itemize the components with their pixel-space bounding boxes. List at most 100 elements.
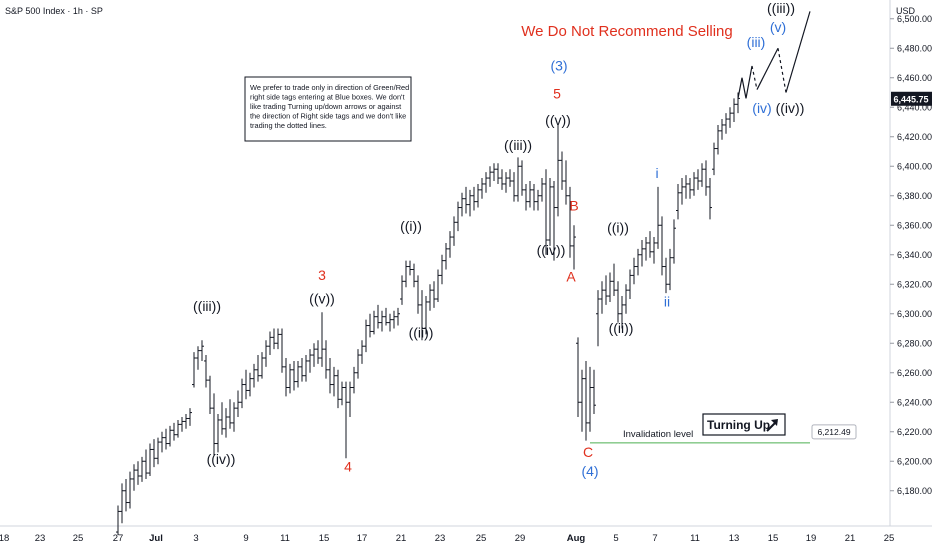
y-tick-label: 6,240.00	[897, 397, 932, 407]
wave-label: ((iii))	[504, 137, 532, 153]
ohlc-bar	[452, 216, 456, 246]
x-tick-label: 5	[613, 533, 618, 544]
ohlc-bar	[228, 399, 232, 429]
ohlc-bar	[328, 358, 332, 394]
ohlc-bar	[400, 275, 404, 305]
ohlc-bar	[192, 352, 196, 388]
ohlc-bar	[216, 414, 220, 453]
ohlc-bar	[404, 260, 408, 288]
ohlc-bar	[368, 313, 372, 338]
ohlc-bar	[700, 163, 704, 187]
ohlc-bar	[292, 360, 296, 391]
wave-label: (v)	[770, 19, 786, 35]
ohlc-bar	[616, 281, 620, 323]
ohlc-bar	[140, 456, 144, 482]
projection-solid	[785, 11, 811, 93]
x-tick-label: 3	[193, 533, 198, 544]
x-tick-label: 23	[435, 533, 446, 544]
wave-label: ((i))	[400, 218, 422, 234]
x-tick-label: 23	[35, 533, 46, 544]
ohlc-bar	[484, 172, 488, 193]
ohlc-bar	[284, 358, 288, 397]
note-line: the direction of Right side tags and we …	[250, 112, 406, 121]
x-tick-label: 11	[690, 533, 700, 544]
wave-label: (4)	[581, 463, 598, 479]
ohlc-bar	[680, 178, 684, 205]
ohlc-bar	[464, 186, 468, 214]
wave-label: i	[655, 165, 658, 181]
ohlc-bar	[156, 437, 160, 465]
ohlc-bar	[648, 231, 652, 258]
ohlc-bar	[332, 366, 336, 397]
ohlc-bar	[556, 124, 560, 217]
note-line: trading the dotted lines.	[250, 121, 327, 130]
ohlc-bar	[724, 113, 728, 134]
current-price-label: 6,445.75	[893, 94, 928, 104]
ohlc-bar	[188, 408, 192, 426]
ohlc-bar	[224, 408, 228, 438]
ohlc-bar	[136, 461, 140, 485]
ohlc-bar	[144, 449, 148, 479]
ohlc-bar	[392, 310, 396, 329]
ohlc-bar	[668, 248, 672, 291]
x-tick-label: 21	[396, 533, 407, 544]
ohlc-bar	[624, 284, 628, 314]
ohlc-bar	[152, 439, 156, 468]
ohlc-bar	[128, 471, 132, 509]
ohlc-bar	[172, 422, 176, 441]
current-price-tag: 6,445.75	[891, 91, 932, 106]
note-line: We prefer to trade only in direction of …	[250, 83, 409, 92]
ohlc-bar	[448, 231, 452, 258]
note-line: right side tags entering at Blue boxes. …	[250, 93, 405, 102]
wave-label: ((v))	[545, 112, 571, 128]
wave-label: ((iii))	[193, 298, 221, 314]
invalidation-value: 6,212.49	[817, 427, 850, 437]
ohlc-bar	[432, 281, 436, 308]
ohlc-bar	[444, 242, 448, 270]
y-tick-label: 6,400.00	[897, 161, 932, 171]
arrow-up-right-icon	[766, 419, 778, 432]
note-box: We prefer to trade only in direction of …	[244, 76, 412, 142]
wave-label: ((i))	[607, 220, 629, 236]
ohlc-bar	[300, 358, 304, 382]
ohlc-bar	[308, 349, 312, 373]
ohlc-bar	[600, 281, 604, 314]
x-tick-label: 29	[515, 533, 526, 544]
ohlc-bar	[688, 178, 692, 199]
ohlc-bar	[712, 142, 716, 176]
ohlc-bar	[416, 275, 420, 314]
ohlc-bar	[656, 186, 660, 249]
price-bars	[116, 92, 740, 535]
ohlc-bar	[220, 402, 224, 435]
invalidation-label: Invalidation level	[623, 429, 693, 440]
invalidation-group: Invalidation level 6,212.49	[590, 424, 857, 444]
ohlc-bar	[344, 381, 348, 459]
ohlc-bar	[696, 169, 700, 190]
ohlc-bar	[620, 296, 624, 329]
ohlc-bar	[124, 478, 128, 512]
ohlc-bar	[412, 263, 416, 288]
ohlc-bar	[608, 272, 612, 302]
ohlc-bar	[532, 183, 536, 211]
wave-label: 4	[344, 459, 352, 475]
ohlc-bar	[200, 340, 204, 361]
ohlc-bar	[424, 296, 428, 335]
ohlc-bar	[528, 181, 532, 208]
ohlc-bar	[348, 381, 352, 417]
wave-label: ((iv))	[776, 100, 805, 116]
y-tick-label: 6,200.00	[897, 456, 932, 466]
ohlc-bar	[548, 178, 552, 246]
ohlc-bar	[468, 189, 472, 217]
ohlc-bar	[352, 366, 356, 394]
y-tick-label: 6,460.00	[897, 73, 932, 83]
wave-label: (iii)	[747, 34, 766, 50]
y-tick-label: 6,280.00	[897, 338, 932, 348]
projection-solid	[756, 47, 779, 90]
ohlc-bar	[356, 349, 360, 379]
ohlc-bar	[496, 163, 500, 184]
ohlc-bar	[204, 355, 208, 388]
ohlc-bar	[644, 237, 648, 261]
x-tick-label: 9	[243, 533, 248, 544]
